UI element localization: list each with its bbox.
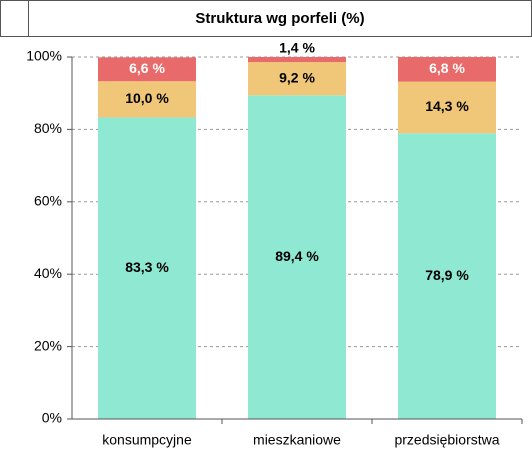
chart-title: Struktura wg porfeli (%) xyxy=(195,10,364,27)
value-label: 9,2 % xyxy=(279,69,315,85)
y-tick-label: 0% xyxy=(42,410,62,426)
bar-segment xyxy=(248,57,346,63)
value-label: 1,4 % xyxy=(279,40,315,56)
bar-segment xyxy=(398,57,496,82)
value-label: 10,0 % xyxy=(125,90,169,106)
value-label: 78,9 % xyxy=(425,267,469,283)
value-label: 6,6 % xyxy=(129,60,165,76)
value-label: 14,3 % xyxy=(425,98,469,114)
header-title-cell xyxy=(28,0,532,37)
y-tick-label: 20% xyxy=(34,337,62,353)
value-label: 6,8 % xyxy=(429,60,465,76)
bar-segment xyxy=(98,81,196,118)
bar-segment xyxy=(98,117,196,419)
x-tick-label: konsumpcyjne xyxy=(102,432,192,448)
y-tick-label: 40% xyxy=(34,265,62,281)
bar-segment xyxy=(398,81,496,134)
value-label: 83,3 % xyxy=(125,259,169,275)
bar-segment xyxy=(248,62,346,96)
value-label: 89,4 % xyxy=(275,248,319,264)
bar-segment xyxy=(248,95,346,419)
y-tick-label: 80% xyxy=(34,120,62,136)
x-tick-label: przedsiębiorstwa xyxy=(394,432,499,448)
x-tick-label: mieszkaniowe xyxy=(253,432,341,448)
header-cell xyxy=(0,0,29,37)
bar-segment xyxy=(398,133,496,419)
y-tick-label: 100% xyxy=(26,48,62,64)
y-tick-label: 60% xyxy=(34,193,62,209)
bar-segment xyxy=(98,57,196,82)
